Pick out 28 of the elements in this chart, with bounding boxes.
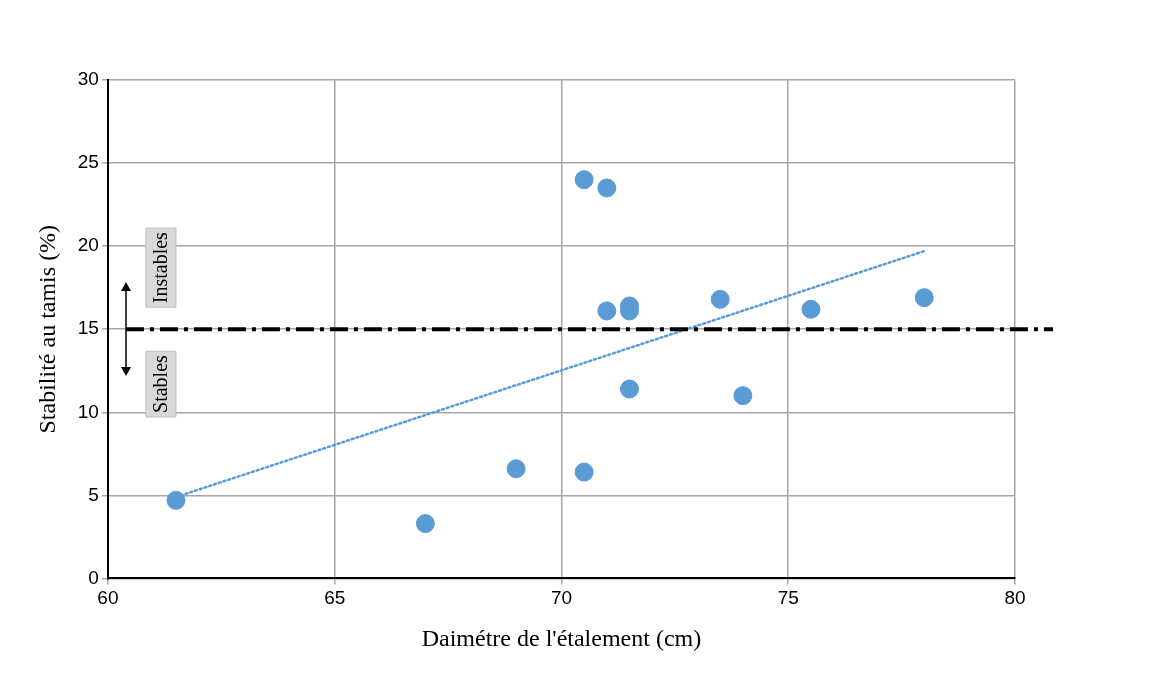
annotation: Instables [149,231,172,304]
x-axis-title: Daimétre de l'étalement (cm) [421,624,702,651]
point [166,490,186,510]
point [597,178,617,198]
point [620,379,639,399]
x-tick-label: 75 [777,587,799,609]
y-tick-label: 25 [77,151,99,173]
y-axis-title: Stabilité au tamis (%) [33,224,60,434]
x-tick-label: 80 [1004,587,1026,609]
point [574,170,594,190]
point [506,459,526,479]
point [597,301,617,321]
y-tick-label: 15 [77,317,99,339]
point [415,514,435,534]
y-tick-label: 20 [77,234,99,256]
point [914,288,934,308]
y-tick-label: 5 [88,483,99,505]
y-tick-label: 0 [88,566,99,588]
point [710,289,730,309]
annotation: Stables [149,354,172,413]
x-tick-label: 70 [550,587,573,609]
point [574,462,594,482]
point [733,386,753,406]
x-tick-label: 65 [324,587,346,609]
x-tick-label: 60 [97,587,119,609]
y-tick-label: 10 [77,400,99,422]
point [801,299,821,319]
y-tick-label: 30 [77,68,99,90]
